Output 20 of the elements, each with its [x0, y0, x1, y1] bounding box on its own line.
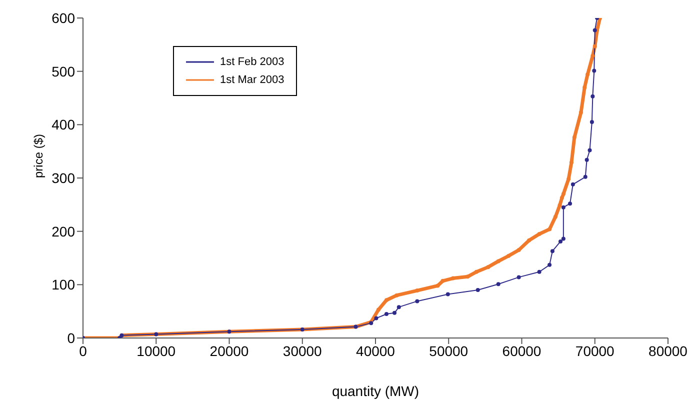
x-tick-label: 40000 — [356, 342, 396, 359]
y-tick-label: 0 — [67, 330, 76, 346]
x-tick-label: 80000 — [648, 342, 688, 359]
x-tick-label: 30000 — [282, 342, 322, 359]
y-tick-label: 100 — [52, 276, 76, 293]
y-tick-label: 200 — [52, 223, 76, 240]
y-axis-title: price ($) — [31, 134, 46, 178]
legend-label: 1st Mar 2003 — [220, 73, 284, 88]
x-tick-label: 70000 — [575, 342, 615, 359]
x-tick-label: 10000 — [136, 342, 176, 359]
y-tick-label: 300 — [52, 170, 76, 186]
y-tick-label: 500 — [52, 63, 76, 80]
legend-label: 1st Feb 2003 — [220, 55, 284, 70]
x-tick-label: 20000 — [210, 342, 249, 359]
x-tick-label: 0 — [79, 342, 88, 359]
y-tick-label: 600 — [52, 10, 76, 26]
x-tick-label: 60000 — [502, 342, 542, 359]
y-tick-label: 400 — [52, 116, 76, 133]
x-axis-title: quantity (MW) — [332, 382, 420, 399]
x-tick-label: 50000 — [429, 342, 468, 359]
